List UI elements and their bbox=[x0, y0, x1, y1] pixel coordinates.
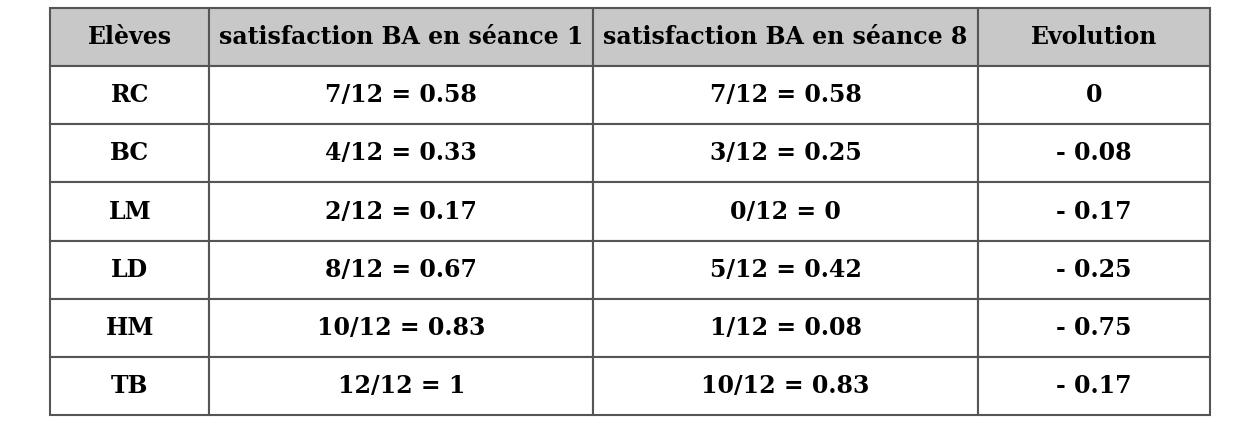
FancyBboxPatch shape bbox=[593, 241, 978, 299]
FancyBboxPatch shape bbox=[50, 8, 209, 66]
Text: 7/12 = 0.58: 7/12 = 0.58 bbox=[325, 83, 478, 107]
FancyBboxPatch shape bbox=[593, 124, 978, 182]
Text: 0/12 = 0: 0/12 = 0 bbox=[731, 200, 840, 223]
FancyBboxPatch shape bbox=[593, 66, 978, 124]
FancyBboxPatch shape bbox=[50, 66, 209, 124]
Text: LD: LD bbox=[111, 258, 149, 282]
Text: satisfaction BA en séance 8: satisfaction BA en séance 8 bbox=[604, 25, 968, 49]
FancyBboxPatch shape bbox=[978, 124, 1210, 182]
Text: Elèves: Elèves bbox=[88, 25, 171, 49]
Text: Evolution: Evolution bbox=[1031, 25, 1157, 49]
Text: TB: TB bbox=[111, 374, 149, 398]
Text: 8/12 = 0.67: 8/12 = 0.67 bbox=[325, 258, 478, 282]
FancyBboxPatch shape bbox=[978, 182, 1210, 241]
Text: 10/12 = 0.83: 10/12 = 0.83 bbox=[318, 316, 485, 340]
FancyBboxPatch shape bbox=[209, 66, 593, 124]
Text: 4/12 = 0.33: 4/12 = 0.33 bbox=[325, 141, 478, 165]
Text: 1/12 = 0.08: 1/12 = 0.08 bbox=[709, 316, 862, 340]
FancyBboxPatch shape bbox=[209, 8, 593, 66]
FancyBboxPatch shape bbox=[209, 182, 593, 241]
Text: 3/12 = 0.25: 3/12 = 0.25 bbox=[709, 141, 862, 165]
Text: RC: RC bbox=[111, 83, 149, 107]
FancyBboxPatch shape bbox=[209, 124, 593, 182]
FancyBboxPatch shape bbox=[978, 8, 1210, 66]
Text: 2/12 = 0.17: 2/12 = 0.17 bbox=[325, 200, 478, 223]
Text: 0: 0 bbox=[1085, 83, 1102, 107]
Text: HM: HM bbox=[106, 316, 154, 340]
FancyBboxPatch shape bbox=[50, 124, 209, 182]
Text: - 0.17: - 0.17 bbox=[1056, 200, 1131, 223]
FancyBboxPatch shape bbox=[593, 299, 978, 357]
Text: 10/12 = 0.83: 10/12 = 0.83 bbox=[702, 374, 869, 398]
FancyBboxPatch shape bbox=[50, 241, 209, 299]
FancyBboxPatch shape bbox=[978, 66, 1210, 124]
Text: BC: BC bbox=[110, 141, 150, 165]
FancyBboxPatch shape bbox=[50, 357, 209, 415]
Text: - 0.75: - 0.75 bbox=[1056, 316, 1131, 340]
FancyBboxPatch shape bbox=[593, 357, 978, 415]
FancyBboxPatch shape bbox=[50, 182, 209, 241]
Text: satisfaction BA en séance 1: satisfaction BA en séance 1 bbox=[219, 25, 583, 49]
FancyBboxPatch shape bbox=[978, 299, 1210, 357]
FancyBboxPatch shape bbox=[593, 182, 978, 241]
FancyBboxPatch shape bbox=[209, 241, 593, 299]
FancyBboxPatch shape bbox=[978, 357, 1210, 415]
FancyBboxPatch shape bbox=[978, 241, 1210, 299]
Text: - 0.25: - 0.25 bbox=[1056, 258, 1131, 282]
Text: - 0.17: - 0.17 bbox=[1056, 374, 1131, 398]
Text: 5/12 = 0.42: 5/12 = 0.42 bbox=[709, 258, 862, 282]
Text: 12/12 = 1: 12/12 = 1 bbox=[338, 374, 465, 398]
Text: 7/12 = 0.58: 7/12 = 0.58 bbox=[709, 83, 862, 107]
FancyBboxPatch shape bbox=[209, 299, 593, 357]
Text: - 0.08: - 0.08 bbox=[1056, 141, 1131, 165]
FancyBboxPatch shape bbox=[50, 299, 209, 357]
FancyBboxPatch shape bbox=[209, 357, 593, 415]
FancyBboxPatch shape bbox=[593, 8, 978, 66]
Text: LM: LM bbox=[108, 200, 151, 223]
